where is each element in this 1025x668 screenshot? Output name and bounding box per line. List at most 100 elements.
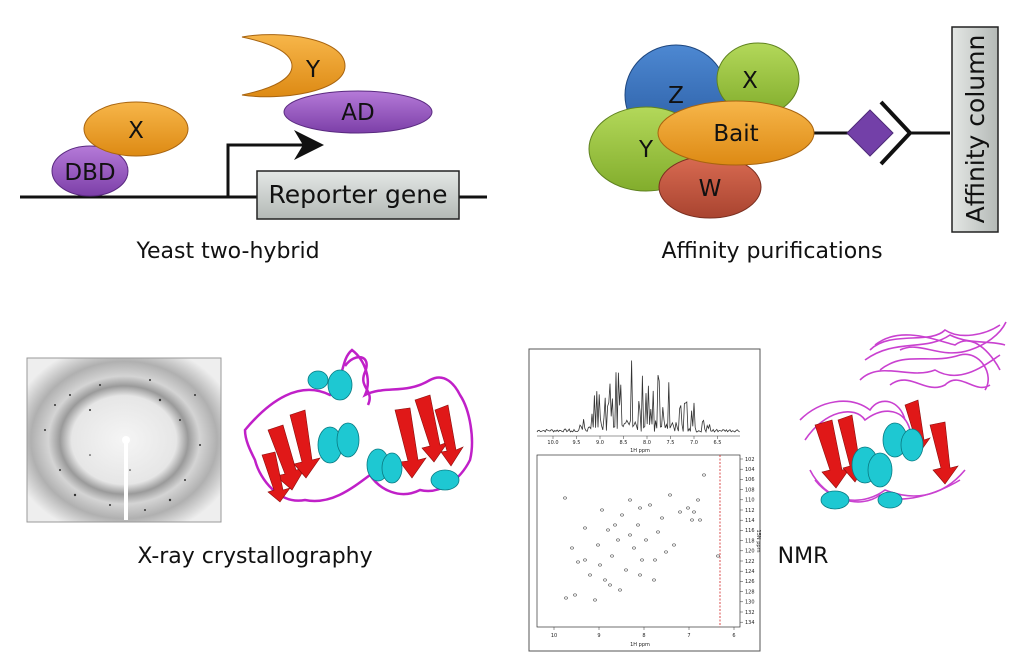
hsqc-peak	[627, 533, 633, 537]
y2h-caption: Yeast two-hybrid	[135, 239, 319, 264]
hsqc-peak	[569, 546, 575, 550]
nmr-loops-ensemble	[799, 321, 1007, 503]
hsqc-peak	[677, 510, 683, 514]
nmr-right-tick-label: 116	[745, 528, 755, 534]
diffraction-spots	[44, 379, 201, 511]
hsqc-peak	[643, 538, 649, 542]
hsqc-peak	[605, 528, 611, 532]
hsqc-peak	[587, 573, 593, 577]
hsqc-peaks	[562, 473, 721, 602]
nmr-right-tick-label: 124	[745, 569, 755, 575]
w-label: W	[699, 176, 722, 202]
hsqc-peak	[612, 523, 618, 527]
hsqc-plot-area	[536, 454, 741, 628]
nmr-right-tick-label: 110	[745, 498, 755, 504]
hsqc-peak	[597, 563, 603, 567]
xray-top-loop	[343, 356, 371, 406]
nmr-top-axis-label: 1H ppm	[630, 448, 650, 454]
nmr-right-tick-label: 106	[745, 477, 755, 483]
nmr-top-tick-label: 9.5	[573, 440, 581, 446]
hsqc-peak	[655, 530, 661, 534]
y-prey-label: Y	[638, 137, 654, 163]
bait-label: Bait	[713, 121, 758, 147]
hsqc-peak	[715, 554, 721, 558]
hsqc-peak	[599, 508, 605, 512]
nmr-right-tick-label: 118	[745, 538, 755, 544]
hsqc-peak	[635, 523, 641, 527]
hsqc-peak	[607, 583, 613, 587]
bait-protein	[657, 100, 815, 166]
affinity-tag-diamond	[846, 109, 894, 157]
nmr-bottom-tick-label: 6	[732, 633, 735, 639]
nmr-right-tick-label: 128	[745, 589, 755, 595]
affinity-column-label: Affinity column	[961, 35, 990, 224]
hsqc-peak	[695, 498, 701, 502]
xray-beta-strands	[261, 394, 464, 503]
nmr-bottom-tick-label: 8	[642, 633, 645, 639]
nmr-right-tick-label: 102	[745, 457, 755, 463]
hsqc-peak	[572, 593, 578, 597]
nmr-right-tick-label: 132	[745, 610, 755, 616]
hsqc-peak	[639, 558, 645, 562]
nmr-right-tick-label: 126	[745, 579, 755, 585]
nmr-bottom-tick-label: 7	[687, 633, 690, 639]
nmr-top-tick-label: 10.0	[547, 440, 558, 446]
nmr-right-axis-label: 15N ppm	[755, 530, 761, 553]
nmr-top-tick-label: 8.5	[620, 440, 628, 446]
ad-label: AD	[341, 100, 374, 126]
hsqc-peak	[637, 573, 643, 577]
hsqc-peak	[595, 543, 601, 547]
hsqc-peak	[651, 578, 657, 582]
xray-panel: X-ray crystallography	[26, 348, 474, 569]
nmr-top-ticks: 10.0 9.5 9.0 8.5 8.0 7.5 7.0 6.5	[547, 436, 721, 446]
hsqc-peak	[701, 473, 707, 477]
reporter-gene-label: Reporter gene	[269, 180, 448, 209]
nmr-bottom-axis-label: 1H ppm	[630, 642, 650, 648]
nmr-right-tick-label: 130	[745, 600, 755, 606]
hsqc-peak	[659, 516, 665, 520]
hsqc-peak	[647, 503, 653, 507]
nmr-bottom-ticks: 10 9 8 7 6	[551, 627, 736, 639]
xray-caption: X-ray crystallography	[137, 544, 372, 569]
binding-bracket	[879, 100, 913, 166]
y2h-panel: Reporter gene DBD X Y AD Yeast two-hybri…	[20, 34, 487, 264]
reporter-gene-box	[256, 170, 460, 220]
nmr-top-tick-label: 7.0	[690, 440, 698, 446]
hsqc-peak	[563, 596, 569, 600]
hsqc-peak	[562, 496, 568, 500]
hsqc-peak	[582, 526, 588, 530]
nmr-right-tick-label: 122	[745, 559, 755, 565]
hsqc-peak	[615, 538, 621, 542]
nmr-helices	[820, 422, 924, 510]
hsqc-peak	[609, 554, 615, 558]
nmr-1d-spectrum	[536, 360, 740, 434]
nmr-top-tick-label: 9.0	[596, 440, 604, 446]
affinity-caption: Affinity purifications	[661, 239, 882, 264]
nmr-top-tick-label: 8.0	[643, 440, 651, 446]
nmr-ensemble-structure	[799, 321, 1007, 510]
z-label: Z	[668, 83, 684, 109]
xray-helices	[307, 369, 460, 491]
nmr-right-ticks: 102 104 106 108 110 112 114 116 118 120 122 124 126 1…	[740, 457, 755, 626]
hsqc-peak	[671, 543, 677, 547]
hsqc-peak	[637, 506, 643, 510]
y-protein	[241, 34, 346, 98]
affinity-column	[951, 26, 999, 233]
hsqc-peak	[663, 550, 669, 554]
hsqc-peak	[652, 558, 658, 562]
hsqc-peak	[582, 558, 588, 562]
xray-loops	[243, 348, 474, 503]
nmr-right-tick-label: 134	[745, 620, 755, 626]
nmr-right-tick-label: 108	[745, 487, 755, 493]
hsqc-peak	[592, 598, 598, 602]
hsqc-peak	[627, 498, 633, 502]
nmr-right-tick-label: 112	[745, 508, 755, 514]
hsqc-peak	[631, 546, 637, 550]
transcription-arrow	[226, 130, 324, 197]
nmr-beta-strands	[814, 399, 959, 489]
hsqc-peak	[689, 518, 695, 522]
hsqc-peak	[602, 578, 608, 582]
nmr-top-tick-label: 7.5	[667, 440, 675, 446]
nmr-bottom-tick-label: 10	[551, 633, 557, 639]
hsqc-peak	[685, 506, 691, 510]
